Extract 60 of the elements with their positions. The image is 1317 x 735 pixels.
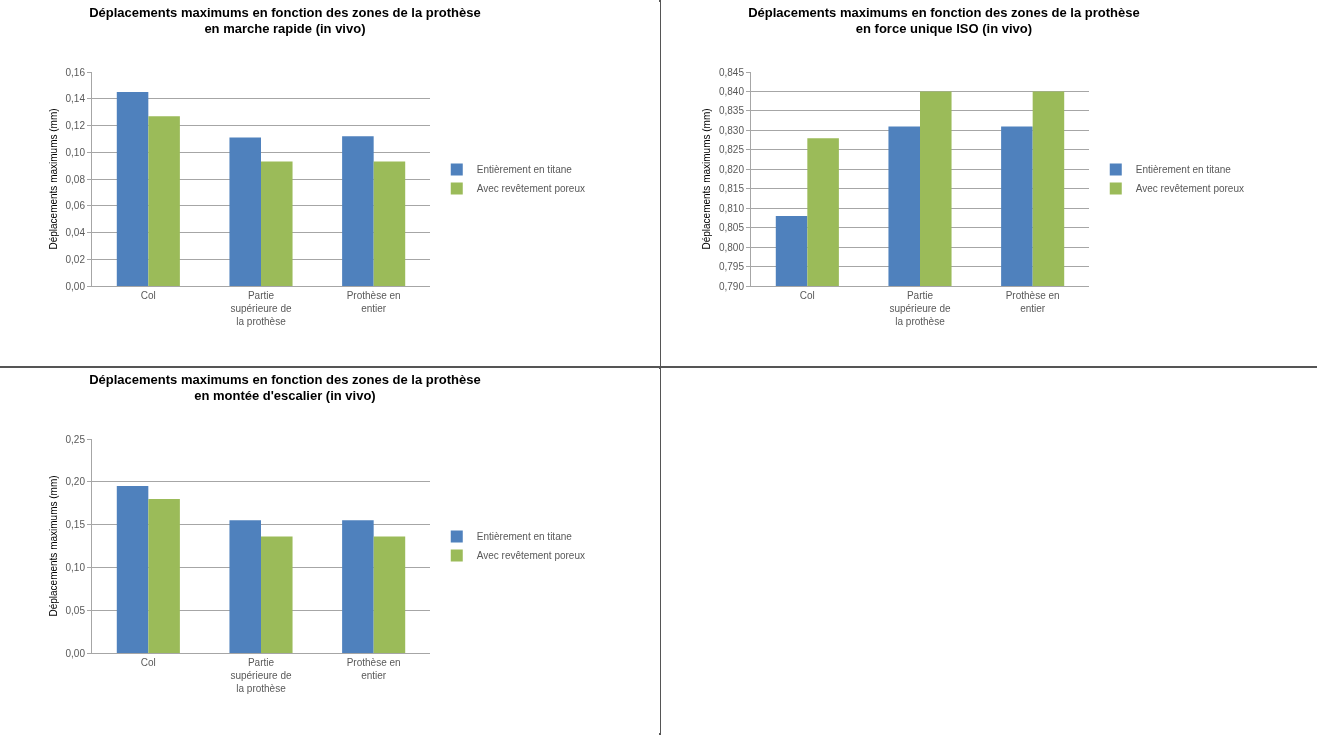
bar <box>261 161 293 286</box>
y-tick-label: 0,10 <box>65 146 86 158</box>
y-tick-label: 0,805 <box>718 222 745 234</box>
y-tick-label: 0,820 <box>718 163 745 175</box>
legend-label: Avec revêtement poreux <box>476 183 585 195</box>
chart-title: Déplacements maximums en fonction des zones de la prothèse en marche rapide (in vivo) <box>89 4 481 37</box>
bar <box>148 498 180 653</box>
legend-label: Avec revêtement poreux <box>476 550 585 562</box>
y-tick-label: 0,04 <box>65 227 86 238</box>
y-tick-label: 0,15 <box>65 519 86 531</box>
y-tick-label: 0,05 <box>65 604 86 616</box>
y-tick-label: 0,810 <box>718 202 745 214</box>
x-tick-label: Col <box>140 657 156 668</box>
bar <box>148 116 180 286</box>
y-tick-label: 0,835 <box>718 105 745 117</box>
x-tick-label: Partie supérieure de la prothèse <box>230 657 293 694</box>
legend-label: Entièrement en titane <box>476 164 573 176</box>
bar <box>373 161 406 286</box>
legend-label: Entièrement en titane <box>1135 164 1232 176</box>
x-tick-label: Prothèse en entier <box>346 657 401 681</box>
y-tick-label: 0,10 <box>65 561 86 573</box>
bar <box>373 536 406 653</box>
y-tick-label: 0,20 <box>65 476 86 488</box>
y-tick-label: 0,00 <box>65 280 86 292</box>
y-axis-title: Déplacements maximums (mm) <box>47 475 59 617</box>
chart-title: Déplacements maximums en fonction des zones de la prothèse en force unique ISO (in vivo) <box>748 4 1140 37</box>
y-tick-label: 0,14 <box>65 93 86 105</box>
y-tick-label: 0,790 <box>718 280 745 292</box>
bar <box>342 520 374 653</box>
y-tick-label: 0,02 <box>65 253 86 265</box>
y-tick-label: 0,25 <box>65 433 86 445</box>
y-tick-label: 0,815 <box>718 183 745 195</box>
x-tick-label: Partie supérieure de la prothèse <box>889 290 952 327</box>
y-tick-label: 0,08 <box>65 173 86 185</box>
x-tick-label: Col <box>799 290 815 301</box>
y-axis-title: Déplacements maximums (mm) <box>47 108 59 250</box>
x-tick-label: Prothèse en entier <box>346 290 401 314</box>
x-tick-label: Col <box>140 290 156 301</box>
y-axis-title: Déplacements maximums (mm) <box>700 108 712 250</box>
chart-title: Déplacements maximums en fonction des zones de la prothèse en montée d'escalier (in vivo) <box>89 371 481 404</box>
legend-label: Entièrement en titane <box>476 531 573 543</box>
bar <box>229 137 261 286</box>
bar <box>342 136 374 286</box>
bar <box>116 486 149 653</box>
y-tick-label: 0,825 <box>718 144 745 156</box>
x-tick-label: Prothèse en entier <box>1005 290 1060 314</box>
bar <box>116 92 149 286</box>
y-tick-label: 0,00 <box>65 647 86 659</box>
y-tick-label: 0,12 <box>65 120 86 131</box>
bar <box>229 520 261 653</box>
y-tick-label: 0,795 <box>718 261 745 273</box>
legend-label: Avec revêtement poreux <box>1135 183 1244 195</box>
y-tick-label: 0,845 <box>718 66 745 78</box>
y-tick-label: 0,06 <box>65 200 86 212</box>
y-tick-label: 0,840 <box>718 85 745 97</box>
x-tick-label: Partie supérieure de la prothèse <box>230 290 293 327</box>
y-tick-label: 0,830 <box>718 124 745 136</box>
y-tick-label: 0,16 <box>65 66 86 78</box>
y-tick-label: 0,800 <box>718 241 745 253</box>
bar <box>261 536 293 653</box>
